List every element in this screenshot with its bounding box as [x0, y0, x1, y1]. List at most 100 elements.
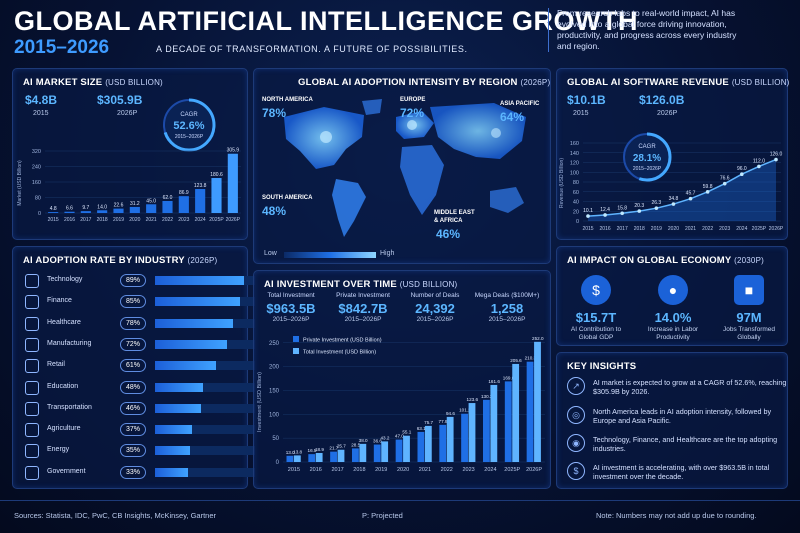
investment-x-tick: 2026P	[526, 467, 542, 473]
region-label-europe: EUROPE	[400, 97, 426, 103]
investment-bar-label: 123.6	[467, 397, 479, 402]
industry-bar-fill	[155, 382, 203, 392]
investment-x-tick: 2025P	[504, 467, 520, 473]
industry-pct: 72%	[120, 337, 146, 351]
industry-bar-fill	[155, 318, 233, 328]
software-point	[774, 157, 778, 162]
insights-panel: KEY INSIGHTS ↗ AI market is expected to …	[556, 352, 788, 489]
software-point	[740, 172, 744, 176]
market-x-tick: 2021	[146, 217, 157, 223]
industry-pct: 37%	[120, 423, 146, 437]
intro-text: From research labs to real-world impact,…	[548, 8, 748, 52]
industry-bar-track	[155, 361, 255, 371]
software-point	[671, 202, 676, 206]
investment-bar	[293, 455, 301, 462]
building-icon	[25, 465, 39, 480]
software-point-label: 112.0	[753, 158, 765, 164]
market-bar	[129, 206, 140, 213]
industry-bar-track	[155, 339, 255, 349]
market-bar-label: 9.7	[82, 205, 89, 211]
investment-bar	[373, 444, 381, 462]
investment-bar-label: 130.3	[481, 394, 493, 399]
software-line	[587, 158, 777, 217]
industry-bar-track	[155, 467, 255, 477]
software-point-label: 45.7	[686, 191, 696, 197]
investment-x-tick: 2022	[441, 467, 453, 473]
industry-name: Healthcare	[47, 318, 81, 326]
software-revenue-chart: Revenue (USD Billion) 0 20 40 60 80 100 120 140 1…	[559, 141, 784, 232]
software-y-axis-label: Revenue (USD Billion)	[559, 158, 565, 208]
industry-bar-track	[155, 297, 255, 307]
industry-name: Energy	[47, 446, 70, 454]
industry-panel: AI ADOPTION RATE BY INDUSTRY (2026P) Tec…	[12, 246, 255, 489]
market-bar-label: 45.0	[146, 198, 156, 204]
software-kpi-2026-label: 2026P	[657, 110, 678, 117]
market-bar	[178, 196, 189, 213]
industry-title: AI ADOPTION RATE BY INDUSTRY (2026P)	[23, 255, 218, 266]
investment-y-tick: 50	[272, 436, 279, 442]
software-point-label: 96.0	[737, 166, 747, 172]
industry-pct: 46%	[120, 401, 146, 415]
economy-gdp-value: $15.7T	[575, 310, 617, 325]
investment-x-tick: 2023	[462, 467, 474, 473]
software-y-tick: 40	[573, 200, 579, 206]
industry-name: Agriculture	[47, 425, 81, 433]
insight-3: Technology, Finance, and Healthcare are …	[593, 435, 778, 453]
investment-bar-label: 21.7	[329, 446, 338, 451]
cart-icon	[25, 359, 39, 374]
market-x-tick: 2019	[113, 217, 124, 223]
chip-icon	[25, 274, 39, 288]
market-y-tick: 320	[32, 149, 41, 155]
investment-bar	[417, 431, 425, 462]
market-bar-label: 123.8	[194, 183, 207, 189]
market-bar	[64, 211, 75, 213]
market-x-tick: 2023	[178, 217, 189, 223]
industry-bar-fill	[155, 339, 227, 349]
software-x-tick: 2025P	[752, 226, 767, 232]
investment-legend-swatch	[293, 348, 299, 354]
market-bar	[162, 200, 173, 213]
market-cagr-label: CAGR	[180, 112, 198, 118]
economy-jobs-label-2: Globally	[737, 334, 761, 341]
investment-bar-label: 13.8	[293, 449, 302, 454]
software-y-tick: 60	[573, 190, 579, 196]
software-x-tick: 2018	[634, 226, 645, 232]
economy-productivity-label-1: Increase in Labor	[647, 326, 699, 333]
software-x-tick: 2020	[668, 226, 679, 232]
page-title: GLOBAL ARTIFICIAL INTELLIGENCE GROWTH	[14, 6, 638, 36]
market-bar	[227, 153, 238, 213]
software-point-label: 34.8	[669, 196, 679, 202]
investment-x-tick: 2017	[331, 467, 343, 473]
investment-bar	[490, 384, 498, 462]
software-x-tick: 2023	[719, 226, 730, 232]
investment-y-tick: 150	[269, 388, 280, 394]
software-y-tick: 80	[573, 180, 579, 186]
investment-bar-label: 252.0	[532, 336, 544, 341]
economy-jobs-value: 97M	[736, 310, 762, 325]
industry-row: Transportation 46%	[25, 399, 255, 419]
map-title: GLOBAL AI ADOPTION INTENSITY BY REGION (…	[298, 77, 551, 88]
market-y-tick: 0	[38, 211, 41, 217]
insight-4: AI investment is accelerating, with over…	[593, 463, 770, 481]
investment-y-tick: 250	[269, 341, 280, 347]
investment-bar-label: 101.2	[459, 408, 471, 413]
asia-shape	[430, 103, 526, 159]
industry-bar-track	[155, 425, 255, 435]
software-x-tick: 2026P	[769, 226, 784, 232]
industry-bar-fill	[155, 446, 190, 456]
investment-bar-label: 77.9	[439, 419, 448, 424]
market-x-tick: 2024	[195, 217, 206, 223]
industry-name: Manufacturing	[47, 339, 92, 347]
investment-bar	[446, 416, 454, 462]
market-x-tick: 2026P	[226, 217, 241, 223]
investment-bar	[468, 403, 476, 462]
software-title: GLOBAL AI SOFTWARE REVENUE (USD BILLION)	[567, 77, 790, 88]
globe-icon: ◎	[567, 406, 585, 424]
industry-name: Transportation	[47, 403, 92, 411]
truck-icon	[25, 401, 39, 416]
software-kpi-2015: $10.1B	[567, 93, 606, 107]
market-bar-label: 31.2	[130, 201, 140, 207]
market-x-tick: 2022	[162, 217, 173, 223]
market-kpi-2026: $305.9B	[97, 93, 143, 107]
investment-bar-label: 55.1	[402, 430, 411, 435]
